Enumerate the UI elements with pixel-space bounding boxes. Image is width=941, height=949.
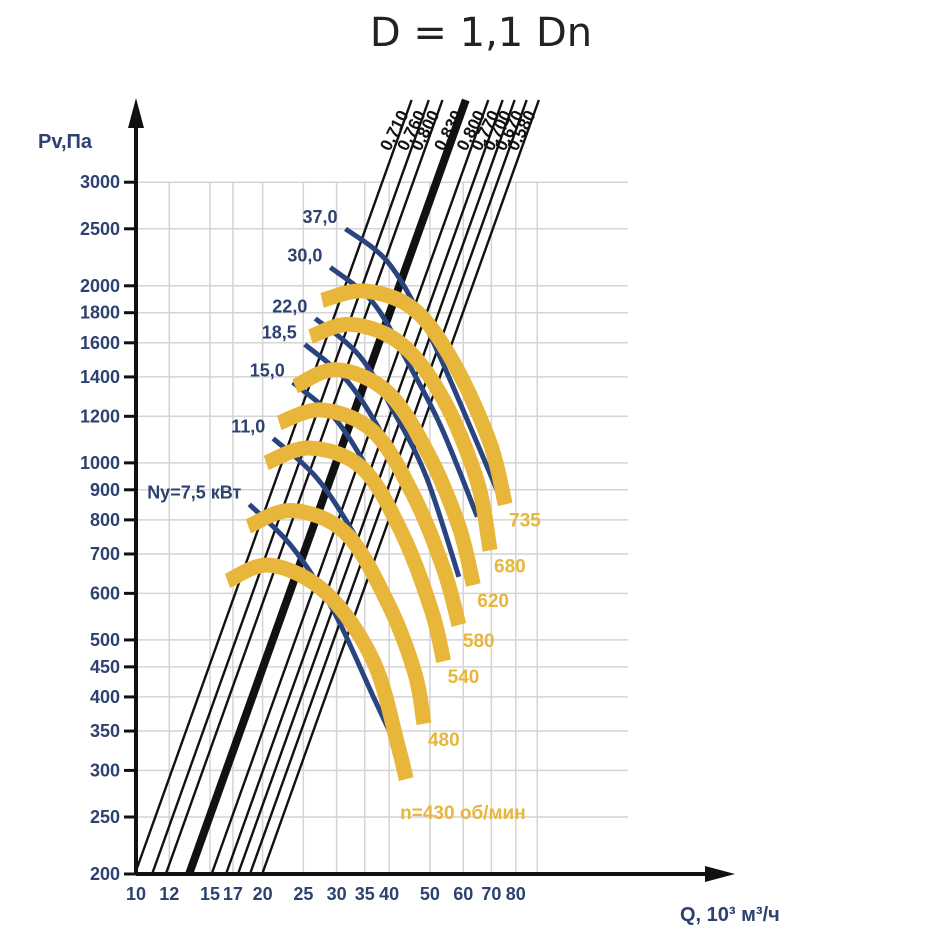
- axes: [128, 98, 735, 882]
- x-tick-label: 35: [355, 884, 375, 904]
- speed-curve: [263, 440, 451, 663]
- y-tick-label: 800: [90, 510, 120, 530]
- speed-curve: [245, 503, 432, 726]
- y-axis-arrow: [128, 98, 144, 128]
- power-curve: [313, 316, 462, 578]
- y-tick-label: 300: [90, 760, 120, 780]
- speed-label: n=430 об/мин: [400, 803, 526, 824]
- y-tick-label: 900: [90, 480, 120, 500]
- power-label: 30,0: [287, 245, 322, 265]
- efficiency-line: [210, 99, 490, 875]
- y-tick-label: 1200: [80, 406, 120, 426]
- y-tick-label: 200: [90, 864, 120, 884]
- efficiency-line: [224, 99, 504, 875]
- efficiency-lines: [133, 98, 540, 876]
- x-tick-label: 20: [253, 884, 273, 904]
- y-tick-label: 1800: [80, 303, 120, 323]
- power-label: 11,0: [231, 417, 265, 437]
- y-tick-label: 700: [90, 544, 120, 564]
- y-tick-label: 400: [90, 687, 120, 707]
- power-label: 22,0: [272, 296, 307, 316]
- power-label: Ny=7,5 кВт: [147, 482, 241, 502]
- speed-label: 480: [428, 730, 460, 751]
- speed-curve: [224, 557, 414, 781]
- y-tick-label: 1400: [80, 367, 120, 387]
- speed-label: 580: [463, 631, 495, 652]
- x-tick-label: 70: [481, 884, 501, 904]
- speed-label: 620: [477, 591, 509, 612]
- x-axis-arrow: [705, 866, 735, 882]
- y-tick-label: 1600: [80, 333, 120, 353]
- efficiency-line: [133, 99, 413, 875]
- x-tick-label: 30: [327, 884, 347, 904]
- y-tick-label: 600: [90, 583, 120, 603]
- x-tick-label: 40: [379, 884, 399, 904]
- efficiency-line: [164, 99, 444, 875]
- y-axis-label: Pv,Па: [38, 131, 93, 153]
- speed-label: 735: [509, 510, 541, 531]
- speed-curve: [307, 316, 498, 552]
- speed-curve: [291, 362, 481, 587]
- efficiency-line: [185, 98, 470, 876]
- x-tick-label: 17: [223, 884, 243, 904]
- efficiency-line: [248, 99, 528, 875]
- efficiency-line: [150, 99, 430, 875]
- x-axis-label: Q, 10³ м³/ч: [680, 904, 780, 926]
- y-tick-labels: 200 250 300 350 400 450 500 600 700 800 900 1000 120…: [80, 172, 136, 884]
- y-tick-label: 500: [90, 630, 120, 650]
- x-tick-label: 60: [453, 884, 473, 904]
- x-tick-label: 80: [506, 884, 526, 904]
- x-tick-labels: 10 12 15 17 20 25 30 35 40 50 60 70 80: [126, 884, 526, 904]
- y-tick-label: 250: [90, 807, 120, 827]
- power-label: 15,0: [250, 360, 285, 380]
- y-tick-label: 2000: [80, 276, 120, 296]
- speed-curves: [224, 283, 513, 781]
- x-tick-label: 15: [200, 884, 220, 904]
- speed-label: 540: [448, 667, 480, 688]
- efficiency-line: [261, 99, 540, 875]
- grid: [135, 181, 628, 875]
- x-tick-label: 50: [420, 884, 440, 904]
- x-tick-label: 12: [159, 884, 179, 904]
- curve-labels: 0,7100,7600,8000,8300,8000,7700,7000,670…: [147, 107, 541, 824]
- power-label: 37,0: [302, 207, 337, 227]
- y-tick-label: 2500: [80, 219, 120, 239]
- y-tick-label: 1000: [80, 453, 120, 473]
- speed-label: 680: [494, 556, 526, 577]
- speed-curve: [276, 402, 467, 627]
- chart-title: D = 1,1 Dn: [370, 10, 592, 56]
- x-tick-label: 25: [293, 884, 313, 904]
- y-tick-label: 3000: [80, 172, 120, 192]
- power-label: 18,5: [262, 322, 297, 342]
- x-tick-label: 10: [126, 884, 146, 904]
- y-tick-label: 350: [90, 721, 120, 741]
- y-tick-label: 450: [90, 657, 120, 677]
- speed-curve: [320, 283, 513, 507]
